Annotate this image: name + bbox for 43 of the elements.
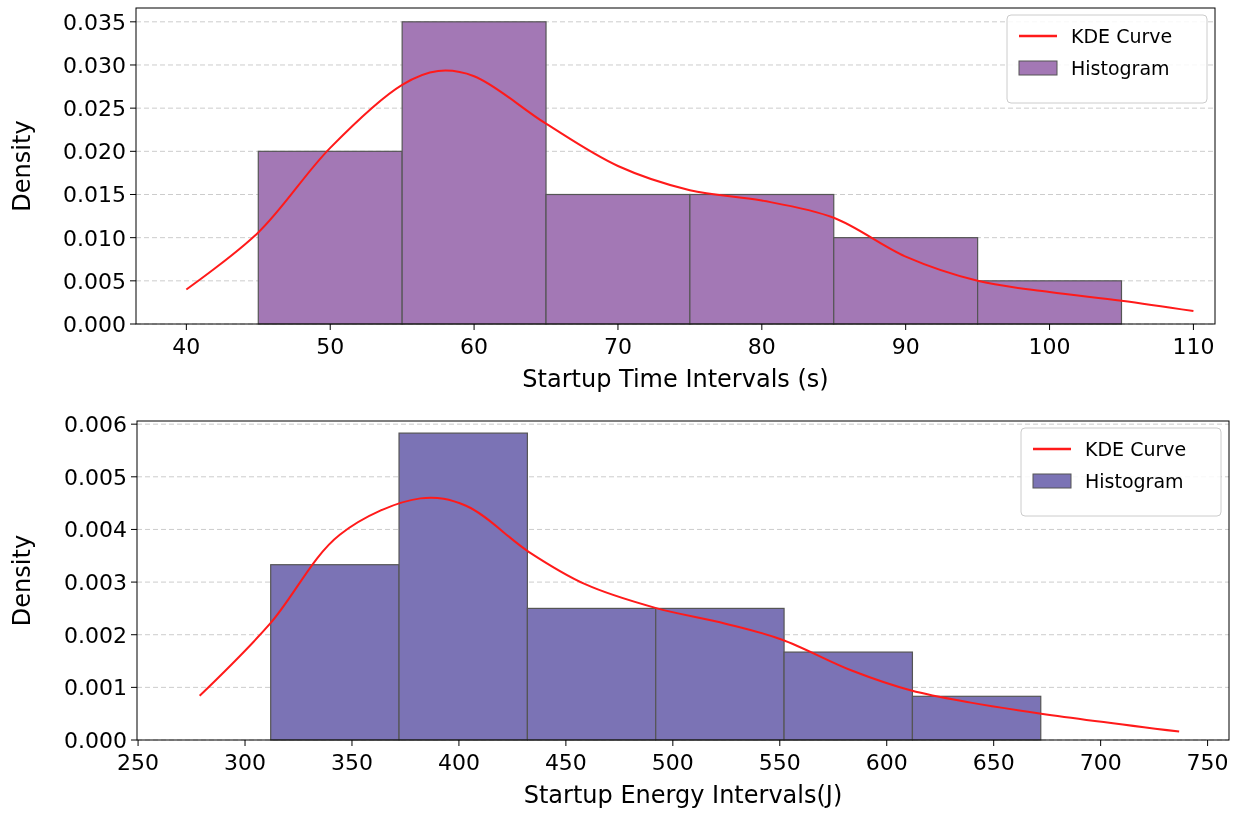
y-tick-label: 0.001 <box>64 675 127 701</box>
x-tick-label: 500 <box>651 750 694 775</box>
legend-label: Histogram <box>1071 57 1170 79</box>
x-axis-title: Startup Time Intervals (s) <box>522 365 829 393</box>
x-tick-label: 60 <box>460 334 489 359</box>
legend-label: Histogram <box>1085 470 1184 492</box>
x-tick-label: 70 <box>603 334 632 359</box>
x-tick-label: 50 <box>316 334 345 359</box>
y-tick-label: 0.035 <box>63 9 126 35</box>
x-tick-label: 650 <box>972 750 1015 775</box>
y-axis-title: Density <box>8 120 36 212</box>
y-tick-label: 0.006 <box>64 412 127 438</box>
x-tick-label: 90 <box>891 334 920 359</box>
x-axis-title: Startup Energy Intervals(J) <box>523 781 843 809</box>
x-tick-label: 750 <box>1186 750 1229 775</box>
x-tick-label: 250 <box>117 750 160 775</box>
x-tick-label: 110 <box>1172 334 1215 359</box>
y-tick-label: 0.020 <box>63 139 126 165</box>
y-tick-label: 0.030 <box>63 52 126 78</box>
y-tick-label: 0.015 <box>63 182 126 208</box>
x-tick-label: 100 <box>1028 334 1071 359</box>
legend-label: KDE Curve <box>1071 25 1173 47</box>
x-tick-label: 450 <box>544 750 587 775</box>
y-tick-label: 0.025 <box>63 96 126 122</box>
legend-label: KDE Curve <box>1085 438 1187 460</box>
x-tick-label: 80 <box>747 334 776 359</box>
x-tick-label: 700 <box>1079 750 1122 775</box>
y-tick-label: 0.000 <box>63 312 126 337</box>
line-series <box>198 496 1181 733</box>
x-tick-label: 40 <box>172 334 201 359</box>
x-tick-label: 400 <box>437 750 480 775</box>
x-tick-label: 350 <box>330 750 373 775</box>
y-axis-title: Density <box>8 534 36 627</box>
y-tick-label: 0.005 <box>64 464 127 490</box>
x-tick-label: 600 <box>865 750 908 775</box>
y-tick-label: 0.002 <box>64 622 127 648</box>
y-tick-label: 0.010 <box>63 225 126 251</box>
y-tick-label: 0.005 <box>63 268 126 294</box>
x-tick-label: 300 <box>224 750 267 775</box>
y-tick-label: 0.004 <box>64 517 127 543</box>
x-tick-label: 550 <box>758 750 801 775</box>
y-tick-label: 0.003 <box>64 570 127 596</box>
y-tick-label: 0.000 <box>64 728 127 753</box>
